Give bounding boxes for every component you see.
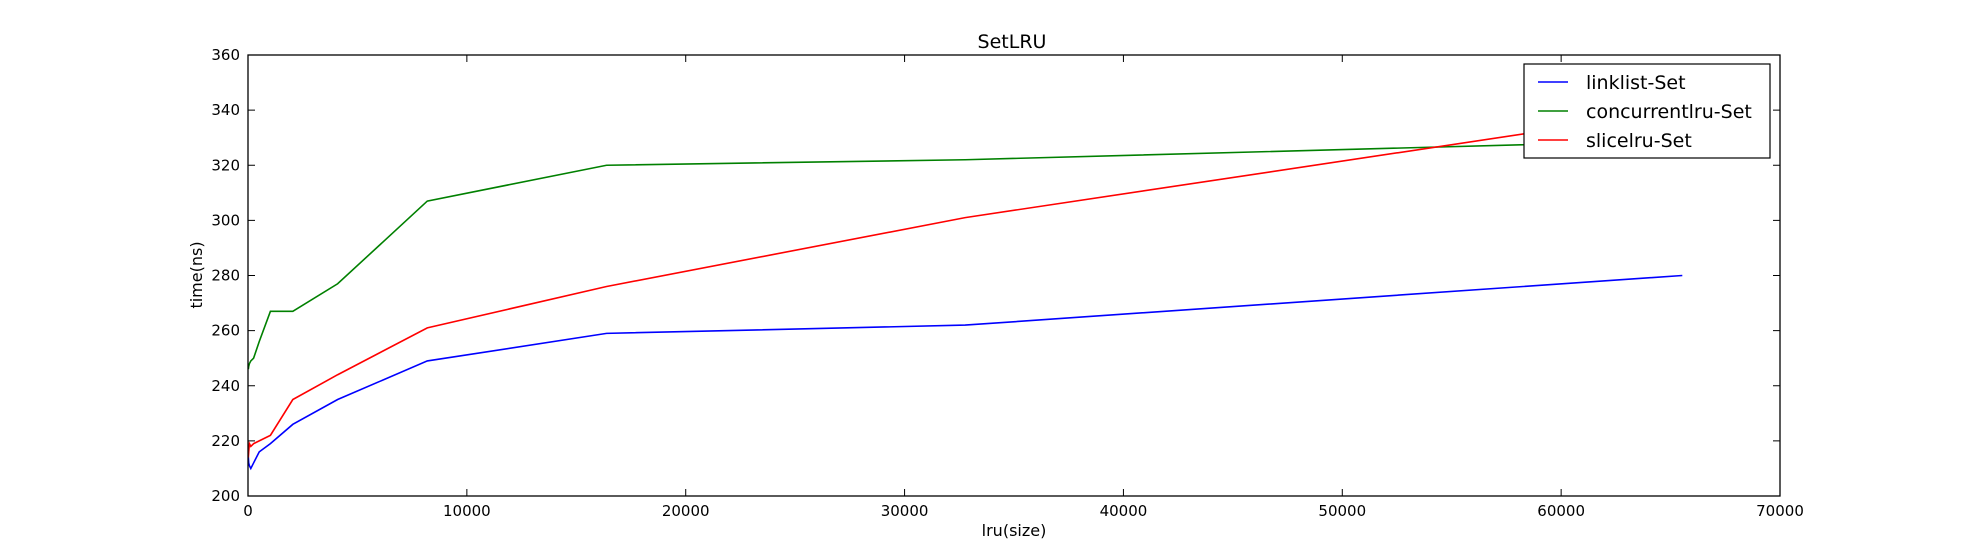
- series-line-3: [247, 109, 1683, 458]
- legend-label-3: slicelru-Set: [1586, 130, 1692, 152]
- y-tick-label: 280: [211, 267, 240, 285]
- x-axis: 0 10000 20000 30000 40000 50000 60000 70000: [243, 55, 1804, 520]
- y-tick-label: 240: [211, 377, 240, 395]
- y-tick-label: 260: [211, 322, 240, 340]
- y-tick-label: 200: [211, 487, 240, 505]
- x-tick-label: 20000: [662, 502, 710, 520]
- y-tick-label: 360: [211, 46, 240, 64]
- x-tick-label: 50000: [1318, 502, 1366, 520]
- x-tick-label: 40000: [1100, 502, 1148, 520]
- x-tick-label: 60000: [1537, 502, 1585, 520]
- series-line-2: [247, 139, 1683, 370]
- x-axis-label: lru(size): [982, 521, 1047, 540]
- y-tick-label: 300: [211, 211, 240, 229]
- y-axis: 200 220 240 260 280 300 320 340 360: [211, 46, 1780, 505]
- legend-label-1: linklist-Set: [1586, 72, 1686, 94]
- legend-items: linklist-Set concurrentlru-Set slicelru-Se…: [1538, 72, 1752, 152]
- x-tick-label: 0: [243, 502, 253, 520]
- y-tick-label: 220: [211, 432, 240, 450]
- chart-title: SetLRU: [978, 31, 1047, 53]
- x-tick-label: 30000: [881, 502, 929, 520]
- y-axis-label: time(ns): [187, 241, 206, 308]
- x-tick-label: 70000: [1756, 502, 1804, 520]
- y-tick-label: 320: [211, 156, 240, 174]
- y-tick-label: 340: [211, 101, 240, 119]
- legend-label-2: concurrentlru-Set: [1586, 101, 1752, 123]
- legend: linklist-Set concurrentlru-Set slicelru-Se…: [1523, 63, 1771, 159]
- x-tick-label: 10000: [443, 502, 491, 520]
- series-layer: [247, 109, 1683, 471]
- series-line-1: [247, 274, 1683, 471]
